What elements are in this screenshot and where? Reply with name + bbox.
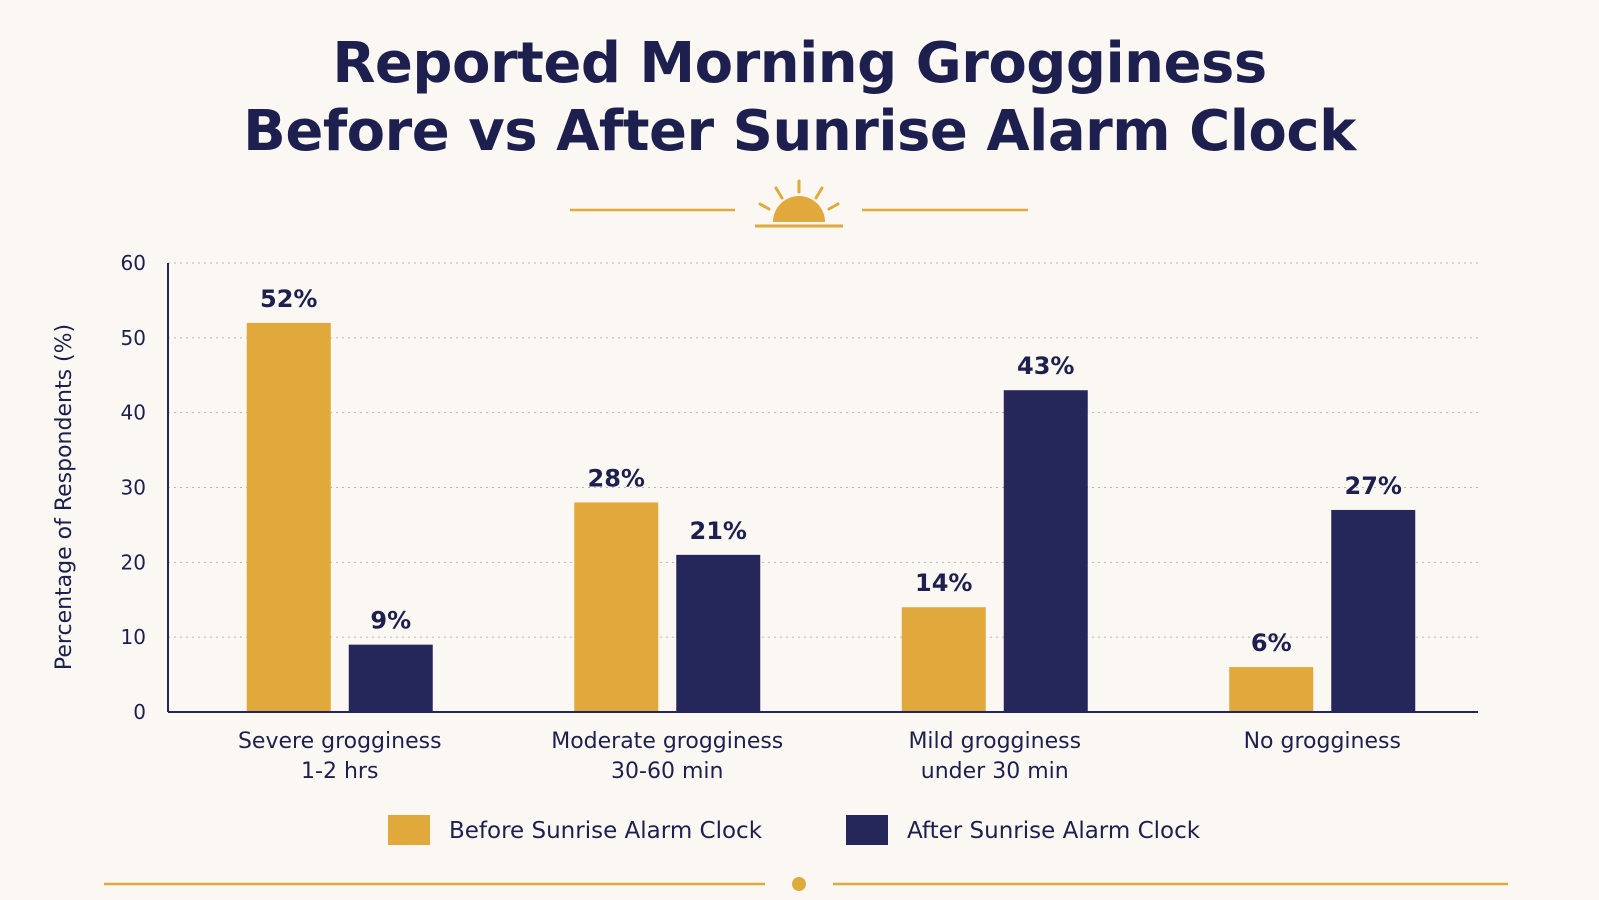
y-tick-label: 20 (121, 550, 146, 574)
x-category-label: 1-2 hrs (301, 759, 378, 784)
data-label-after-2: 43% (1017, 352, 1074, 380)
bars (246, 322, 1416, 712)
bar-before-2 (901, 607, 986, 712)
bar-after-3 (1331, 509, 1416, 712)
data-label-after-3: 27% (1345, 472, 1402, 500)
chart-title-line-1: Reported Morning Grogginess (332, 31, 1267, 96)
y-tick-label: 40 (121, 401, 146, 425)
x-category-label: under 30 min (921, 759, 1069, 784)
y-tick-label: 60 (121, 251, 146, 275)
title-divider (570, 179, 1028, 228)
x-category-label: Mild grogginess (908, 729, 1081, 754)
data-label-before-3: 6% (1251, 629, 1292, 657)
y-tick-label: 30 (121, 476, 146, 500)
y-axis-ticks: 0 10 20 30 40 50 60 (121, 251, 146, 724)
chart-title-line-2: Before vs After Sunrise Alarm Clock (243, 99, 1356, 164)
data-label-before-2: 14% (915, 569, 972, 597)
grid-lines (168, 262, 1478, 638)
legend: Before Sunrise Alarm Clock After Sunrise… (388, 815, 1201, 845)
data-label-before-1: 28% (588, 464, 645, 492)
bar-after-1 (676, 554, 761, 712)
bar-before-1 (574, 502, 659, 712)
y-tick-label: 50 (121, 326, 146, 350)
chart-title: Reported Morning Grogginess Before vs Af… (0, 30, 1599, 166)
legend-label-after: After Sunrise Alarm Clock (907, 818, 1201, 844)
x-category-label: 30-60 min (611, 759, 723, 784)
y-axis-label: Percentage of Respondents (%) (52, 324, 77, 670)
x-category-label: No grogginess (1244, 729, 1401, 754)
dot-icon (792, 877, 806, 891)
bar-before-3 (1229, 667, 1314, 712)
x-category-label: Moderate grogginess (551, 729, 783, 754)
data-label-after-1: 21% (690, 517, 747, 545)
bar-before-0 (246, 322, 331, 712)
legend-label-before: Before Sunrise Alarm Clock (449, 818, 763, 844)
data-label-after-0: 9% (370, 607, 411, 635)
bar-after-0 (348, 644, 433, 712)
legend-swatch-before (388, 815, 430, 845)
y-tick-label: 0 (133, 700, 146, 724)
data-labels: 52% 9% 28% 21% 14% 43% 6% 27% (260, 285, 1402, 657)
legend-swatch-after (846, 815, 888, 845)
y-tick-label: 10 (121, 625, 146, 649)
bottom-divider (104, 877, 1508, 891)
x-category-label: Severe grogginess (238, 729, 442, 754)
bar-after-2 (1003, 390, 1088, 712)
data-label-before-0: 52% (260, 285, 317, 313)
category-labels: Severe grogginess 1-2 hrs Moderate groggin… (238, 729, 1401, 784)
sunrise-icon (755, 179, 843, 228)
